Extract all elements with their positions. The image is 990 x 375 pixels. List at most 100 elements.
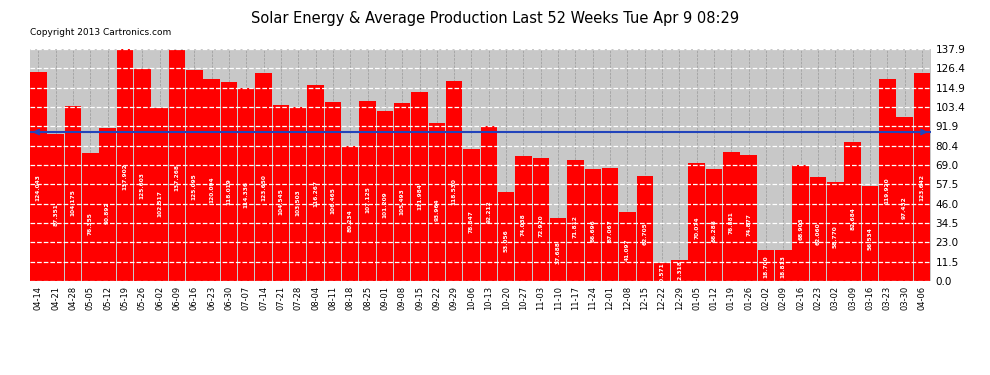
Bar (757, 250, 774, 281)
Text: 104.545: 104.545 (278, 189, 283, 215)
Text: 92.212: 92.212 (486, 200, 491, 223)
Bar (549, 218, 566, 281)
Text: 104.175: 104.175 (70, 189, 75, 216)
Bar (376, 111, 393, 281)
Bar (203, 79, 220, 281)
Bar (134, 69, 150, 281)
Text: 125.603: 125.603 (140, 172, 145, 200)
Text: 18.813: 18.813 (781, 255, 786, 278)
Bar (792, 165, 809, 281)
Bar (429, 123, 446, 281)
Text: 116.267: 116.267 (313, 180, 318, 207)
Bar (653, 263, 670, 281)
Text: 124.043: 124.043 (36, 174, 41, 201)
Bar (775, 249, 792, 281)
Text: 82.684: 82.684 (850, 207, 855, 230)
Text: 118.530: 118.530 (451, 178, 456, 205)
Text: Average  (kWh): Average (kWh) (785, 15, 863, 24)
Bar (359, 100, 376, 281)
Text: 103.503: 103.503 (296, 189, 301, 216)
Text: 106.465: 106.465 (331, 187, 336, 214)
Text: Weekly  (kWh): Weekly (kWh) (891, 15, 965, 24)
Bar (463, 148, 480, 281)
Bar (186, 70, 203, 281)
Text: 74.877: 74.877 (746, 213, 751, 236)
Bar (498, 192, 515, 281)
Bar (151, 108, 168, 281)
Bar (810, 177, 827, 281)
Text: 56.534: 56.534 (867, 227, 872, 250)
Bar (168, 50, 185, 281)
Text: 68.903: 68.903 (798, 217, 803, 240)
Bar (446, 81, 462, 281)
Text: 125.095: 125.095 (192, 173, 197, 200)
Bar (567, 160, 584, 281)
Bar (342, 146, 358, 281)
Bar (619, 212, 636, 281)
Bar (879, 79, 896, 281)
Bar (255, 73, 272, 281)
Text: 70.074: 70.074 (694, 217, 699, 239)
Bar (637, 176, 653, 281)
Bar (533, 158, 549, 281)
Bar (30, 72, 47, 281)
Text: 119.920: 119.920 (885, 177, 890, 204)
Text: 105.493: 105.493 (400, 188, 405, 214)
Bar (602, 168, 619, 281)
Text: 76.881: 76.881 (729, 211, 734, 234)
Bar (688, 163, 705, 281)
Text: Solar Energy & Average Production Last 52 Weeks Tue Apr 9 08:29: Solar Energy & Average Production Last 5… (250, 11, 740, 26)
Text: 137.902: 137.902 (123, 163, 128, 190)
Bar (480, 126, 497, 281)
Bar (48, 134, 64, 281)
Bar (914, 73, 931, 281)
Bar (325, 102, 342, 281)
Bar (272, 105, 289, 281)
Bar (861, 186, 878, 281)
Text: 90.892: 90.892 (105, 201, 110, 223)
Text: 72.920: 72.920 (539, 214, 544, 237)
Text: 62.060: 62.060 (816, 223, 821, 246)
Text: 111.984: 111.984 (417, 183, 422, 210)
Bar (741, 155, 757, 281)
Bar (584, 169, 601, 281)
Text: 10.571: 10.571 (659, 262, 664, 285)
Text: 118.019: 118.019 (227, 178, 232, 205)
Text: 120.094: 120.094 (209, 177, 214, 204)
Bar (82, 153, 99, 281)
Text: 102.517: 102.517 (157, 190, 162, 217)
Text: 123.642: 123.642 (920, 174, 925, 201)
Bar (671, 261, 688, 281)
Text: 80.234: 80.234 (347, 209, 352, 232)
Text: 74.038: 74.038 (521, 214, 526, 237)
Text: 62.705: 62.705 (643, 222, 647, 245)
Bar (117, 49, 134, 281)
Bar (221, 82, 238, 281)
Text: 97.432: 97.432 (902, 196, 907, 219)
Bar (238, 88, 254, 281)
Text: 107.125: 107.125 (365, 186, 370, 213)
Bar (844, 142, 861, 281)
Text: 101.209: 101.209 (382, 191, 387, 218)
Text: 71.812: 71.812 (573, 215, 578, 238)
Bar (827, 182, 843, 281)
Bar (99, 128, 116, 281)
Bar (896, 117, 913, 281)
Text: 78.647: 78.647 (469, 210, 474, 233)
Text: 93.964: 93.964 (435, 199, 440, 221)
Bar (515, 156, 532, 281)
Text: 66.696: 66.696 (590, 219, 595, 242)
Text: 12.318: 12.318 (677, 261, 682, 284)
Text: 53.056: 53.056 (504, 230, 509, 252)
Text: 58.770: 58.770 (833, 225, 838, 248)
Bar (706, 170, 723, 281)
Bar (64, 106, 81, 281)
Text: 123.650: 123.650 (261, 174, 266, 201)
Bar (394, 104, 411, 281)
Bar (411, 93, 428, 281)
Text: 137.268: 137.268 (174, 164, 179, 190)
Bar (723, 152, 740, 281)
Text: 18.700: 18.700 (763, 256, 768, 278)
Text: 41.097: 41.097 (625, 239, 630, 261)
Text: 37.688: 37.688 (555, 241, 560, 264)
